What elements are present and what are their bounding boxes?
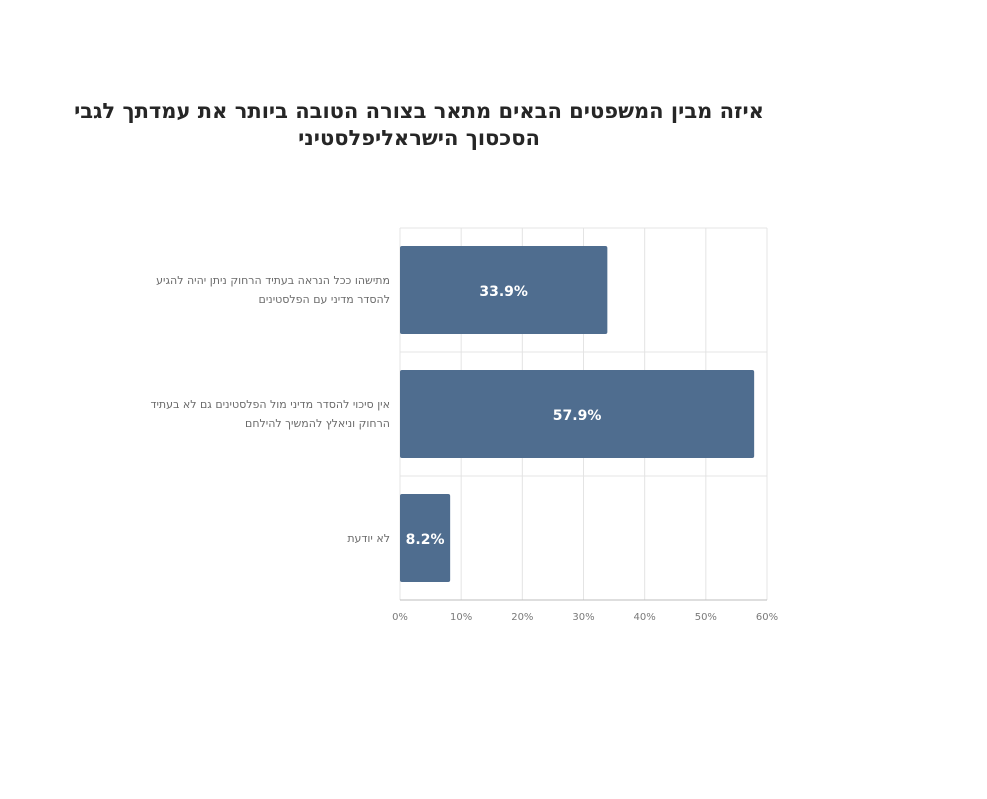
bar-1 xyxy=(400,370,755,458)
category-label-1: אין סיכוי להסדר מדיני מול הפלסטינים גם ל… xyxy=(150,398,390,430)
x-tick-label-0: 0% xyxy=(392,612,408,623)
x-tick-label-2: 20% xyxy=(511,612,533,623)
x-tick-label-5: 50% xyxy=(695,612,717,623)
x-tick-label-4: 40% xyxy=(634,612,656,623)
bar-2 xyxy=(400,494,451,582)
bar-0 xyxy=(400,246,608,334)
category-label-2: לא יודעת xyxy=(347,531,390,545)
bar-value-label-0: 33.9% xyxy=(479,284,528,300)
category-label-0: מתישהו ככל הנראה בעתיד הרחוק ניתן יהיה ל… xyxy=(156,274,390,306)
chart-title: איזה מבין המשפטים הבאים מתאר בצורה הטובה… xyxy=(74,99,764,150)
x-tick-label-1: 10% xyxy=(450,612,472,623)
x-tick-label-6: 60% xyxy=(756,612,778,623)
bar-value-label-1: 57.9% xyxy=(553,408,602,424)
x-tick-label-3: 30% xyxy=(572,612,594,623)
bar-value-label-2: 8.2% xyxy=(406,532,445,548)
